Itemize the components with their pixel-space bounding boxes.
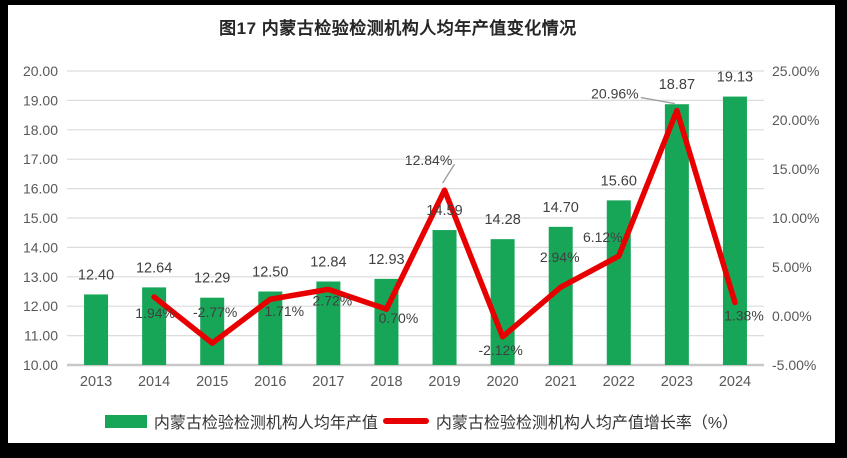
bar-value-label: 12.50 [252, 265, 288, 281]
left-axis-tick: 20.00 [23, 63, 58, 79]
bar-value-label: 14.59 [426, 203, 462, 219]
right-axis-tick: 25.00% [772, 63, 819, 79]
growth-rate-label: 2.72% [313, 292, 353, 308]
growth-rate-label: 6.12% [583, 229, 623, 245]
bar-value-label: 12.40 [78, 267, 114, 283]
bar-series-swatch-icon [104, 414, 147, 428]
right-axis-tick: 0.00% [772, 308, 812, 324]
line-series-swatch-icon [382, 418, 429, 424]
growth-rate-label: 1.38% [724, 307, 764, 323]
right-axis-tick: 5.00% [772, 259, 812, 275]
bar-value-label: 19.13 [717, 70, 753, 86]
growth-rate-label: 12.84% [405, 152, 452, 168]
right-axis-tick: 15.00% [772, 161, 819, 177]
bar-2020 [490, 239, 515, 365]
x-axis-label: 2020 [486, 374, 518, 390]
bar-2022 [606, 200, 631, 365]
growth-rate-label: -2.77% [193, 304, 237, 320]
x-axis-label: 2019 [428, 374, 460, 390]
combo-chart: 20.00 19.00 18.00 17.00 16.00 15.00 14.00 13.00… [23, 63, 820, 390]
growth-rate-line [151, 107, 738, 346]
bar-value-label: 12.29 [194, 271, 230, 287]
bar-value-label: 18.87 [659, 77, 695, 93]
x-axis-label: 2013 [80, 374, 112, 390]
bar-value-label: 12.93 [368, 252, 404, 268]
x-axis-label: 2023 [661, 374, 693, 390]
bar-value-label: 14.70 [543, 200, 579, 216]
left-axis-tick: 18.00 [23, 122, 58, 138]
x-axis-label: 2018 [370, 374, 402, 390]
left-axis-tick: 14.00 [23, 239, 58, 255]
growth-rate-label: -2.12% [478, 342, 522, 358]
bar-value-label: 12.84 [310, 255, 346, 271]
line-series-label: 内蒙古检验检测机构人均产值增长率（%） [435, 415, 739, 432]
label-leader-line [441, 163, 456, 184]
left-axis-tick: 13.00 [23, 269, 58, 285]
right-axis-tick: 10.00% [772, 210, 819, 226]
bar-series-label: 内蒙古检验检测机构人均年产值 [153, 415, 378, 432]
left-axis-tick: 17.00 [23, 151, 58, 167]
bar-2023 [664, 104, 689, 366]
left-axis-tick: 16.00 [23, 181, 58, 197]
chart-area: 图17 内蒙古检验检测机构人均年产值变化情况 20.00 19.00 18.00 17… [8, 5, 835, 443]
bar-2024 [722, 96, 747, 365]
right-axis-tick: -5.00% [772, 357, 816, 373]
legend: 内蒙古检验检测机构人均年产值 内蒙古检验检测机构人均产值增长率（%） [8, 407, 835, 435]
left-axis-tick: 10.00 [23, 357, 58, 373]
x-axis-label: 2017 [312, 374, 344, 390]
growth-rate-label: 0.70% [379, 310, 419, 326]
x-axis-label: 2024 [719, 374, 751, 390]
chart-title: 图17 内蒙古检验检测机构人均年产值变化情况 [219, 19, 577, 38]
bar-2013 [84, 294, 109, 365]
bar-value-label: 12.64 [136, 260, 172, 276]
bar-2017 [316, 281, 341, 365]
right-axis-tick: 20.00% [772, 112, 819, 128]
growth-rate-label: 1.71% [264, 303, 304, 319]
left-axis-tick: 15.00 [23, 210, 58, 226]
bar-value-label: 15.60 [601, 173, 637, 189]
x-axis-label: 2016 [254, 374, 286, 390]
bar-2019 [432, 230, 457, 365]
x-axis-label: 2021 [545, 374, 577, 390]
growth-rate-label: 2.94% [540, 249, 580, 265]
x-axis-label: 2014 [138, 374, 170, 390]
left-axis-tick: 12.00 [23, 298, 58, 314]
bar-value-label: 14.28 [484, 212, 520, 228]
label-leader-line [640, 96, 675, 105]
growth-rate-label: 20.96% [591, 86, 638, 102]
x-axis-label: 2022 [603, 374, 635, 390]
left-axis-tick: 11.00 [24, 328, 58, 344]
bar-2015 [200, 297, 225, 365]
left-axis-tick: 19.00 [23, 92, 58, 108]
x-axis-label: 2015 [196, 374, 228, 390]
growth-rate-label: 1.94% [135, 305, 175, 321]
